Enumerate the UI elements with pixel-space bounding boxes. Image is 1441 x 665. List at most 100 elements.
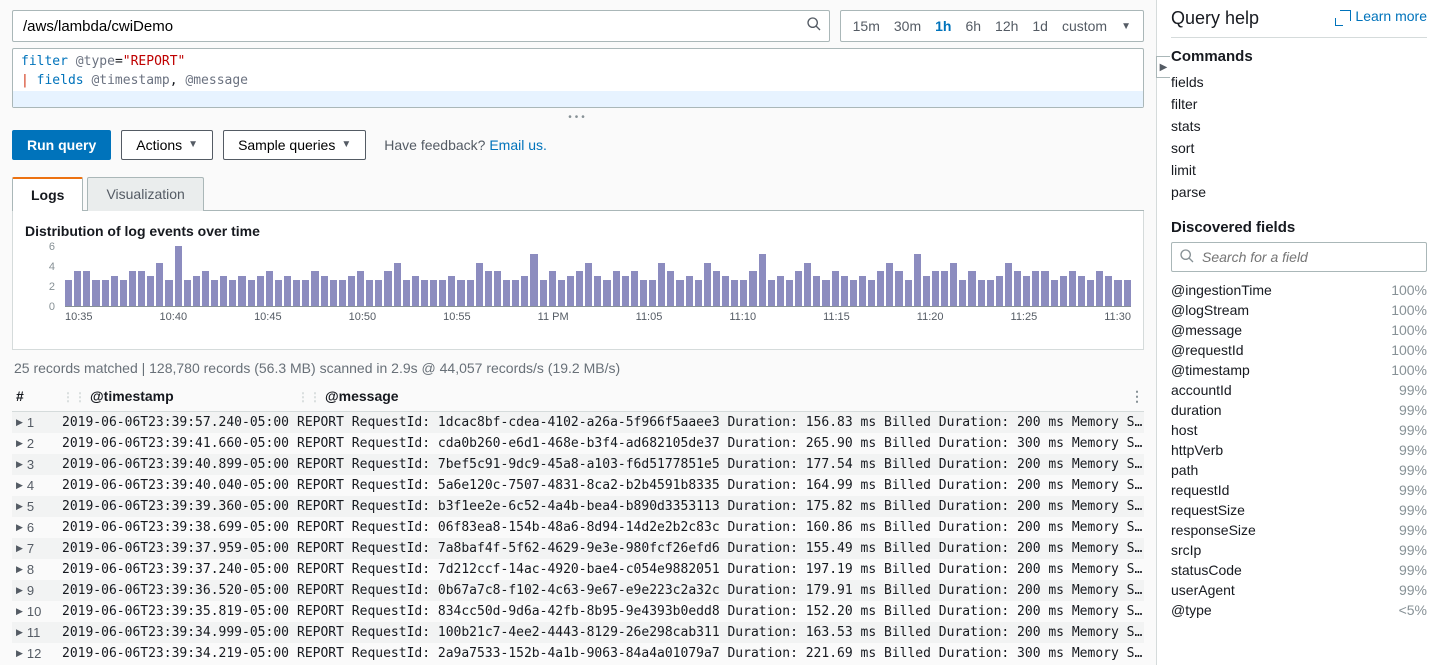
chart-bar[interactable] [996, 276, 1003, 306]
chart-bar[interactable] [622, 276, 629, 306]
chart-bar[interactable] [202, 271, 209, 305]
chart-bar[interactable] [832, 271, 839, 305]
chart-bar[interactable] [1005, 263, 1012, 306]
chart-bar[interactable] [321, 276, 328, 306]
col-header-index[interactable]: # [12, 388, 62, 404]
chart-bar[interactable] [476, 263, 483, 306]
chart-bar[interactable] [859, 276, 866, 306]
expand-row-icon[interactable]: ▶ [16, 648, 23, 659]
chart-bar[interactable] [339, 280, 346, 306]
chart-bar[interactable] [905, 280, 912, 306]
chart-bar[interactable] [704, 263, 711, 306]
chart-bar[interactable] [530, 254, 537, 305]
search-icon[interactable] [806, 16, 822, 35]
chart-bar[interactable] [165, 280, 172, 306]
discovered-field[interactable]: @timestamp100% [1171, 360, 1427, 380]
chart-bar[interactable] [576, 271, 583, 305]
chart-bar[interactable] [403, 280, 410, 306]
chart-bar[interactable] [1124, 280, 1131, 306]
chart-bar[interactable] [968, 271, 975, 305]
discovered-field[interactable]: @message100% [1171, 320, 1427, 340]
chart-bar[interactable] [1014, 271, 1021, 305]
chart-bar[interactable] [92, 280, 99, 306]
chart-bar[interactable] [877, 271, 884, 305]
chart-bar[interactable] [777, 276, 784, 306]
query-editor[interactable]: filter @type="REPORT" | fields @timestam… [12, 48, 1144, 108]
time-range-picker[interactable]: 15m30m1h6h12h1dcustom▼ [840, 10, 1144, 42]
table-row[interactable]: ▶ 32019-06-06T23:39:40.899-05:00REPORT R… [12, 454, 1144, 475]
chart-bar[interactable] [841, 276, 848, 306]
chart-bar[interactable] [731, 280, 738, 306]
chart-bar[interactable] [759, 254, 766, 305]
field-search[interactable] [1171, 242, 1427, 272]
discovered-field[interactable]: srcIp99% [1171, 540, 1427, 560]
panel-collapse-toggle[interactable]: ▶ [1156, 56, 1170, 78]
expand-row-icon[interactable]: ▶ [16, 564, 23, 575]
actions-button[interactable]: Actions ▼ [121, 130, 213, 160]
table-row[interactable]: ▶ 22019-06-06T23:39:41.660-05:00REPORT R… [12, 433, 1144, 454]
discovered-field[interactable]: accountId99% [1171, 380, 1427, 400]
field-search-input[interactable] [1171, 242, 1427, 272]
chart-bar[interactable] [375, 280, 382, 306]
chart-bar[interactable] [330, 280, 337, 306]
chart-bar[interactable] [1069, 271, 1076, 305]
chart-bar[interactable] [503, 280, 510, 306]
chart-bar[interactable] [467, 280, 474, 306]
tab-logs[interactable]: Logs [12, 177, 83, 211]
log-group-selector[interactable] [12, 10, 830, 42]
chart-bar[interactable] [1051, 280, 1058, 306]
chart-bar[interactable] [357, 271, 364, 305]
chart-bar[interactable] [211, 280, 218, 306]
time-option-custom[interactable]: custom [1058, 16, 1111, 36]
chart-bar[interactable] [813, 276, 820, 306]
chart-bar[interactable] [914, 254, 921, 305]
time-option-1d[interactable]: 1d [1028, 16, 1052, 36]
expand-row-icon[interactable]: ▶ [16, 543, 23, 554]
chart-bar[interactable] [886, 263, 893, 306]
expand-row-icon[interactable]: ▶ [16, 522, 23, 533]
log-group-input[interactable] [12, 10, 830, 42]
learn-more-link[interactable]: Learn more [1330, 8, 1427, 24]
chart-bar[interactable] [266, 271, 273, 305]
discovered-field[interactable]: httpVerb99% [1171, 440, 1427, 460]
chart-bar[interactable] [494, 271, 501, 305]
chart-bar[interactable] [512, 280, 519, 306]
chart-bar[interactable] [631, 271, 638, 305]
chart-bar[interactable] [549, 271, 556, 305]
chart-bar[interactable] [1096, 271, 1103, 305]
chart-bar[interactable] [156, 263, 163, 306]
chart-bar[interactable] [1087, 280, 1094, 306]
time-option-12h[interactable]: 12h [991, 16, 1022, 36]
discovered-field[interactable]: @logStream100% [1171, 300, 1427, 320]
table-row[interactable]: ▶ 82019-06-06T23:39:37.240-05:00REPORT R… [12, 559, 1144, 580]
table-row[interactable]: ▶ 62019-06-06T23:39:38.699-05:00REPORT R… [12, 517, 1144, 538]
time-option-6h[interactable]: 6h [961, 16, 985, 36]
chart-bar[interactable] [594, 276, 601, 306]
chart-bar[interactable] [932, 271, 939, 305]
discovered-field[interactable]: duration99% [1171, 400, 1427, 420]
chart-bar[interactable] [439, 280, 446, 306]
chart-bar[interactable] [941, 271, 948, 305]
discovered-field[interactable]: responseSize99% [1171, 520, 1427, 540]
chart-bar[interactable] [412, 276, 419, 306]
chart-bar[interactable] [1060, 276, 1067, 306]
chart-bar[interactable] [676, 280, 683, 306]
col-header-timestamp[interactable]: ⋮⋮@timestamp [62, 388, 297, 404]
chart-bar[interactable] [695, 280, 702, 306]
chart-bar[interactable] [129, 271, 136, 305]
expand-row-icon[interactable]: ▶ [16, 627, 23, 638]
chart-bar[interactable] [1078, 276, 1085, 306]
editor-resize-handle[interactable]: ••• [12, 112, 1144, 122]
tab-visualization[interactable]: Visualization [87, 177, 203, 211]
run-query-button[interactable]: Run query [12, 130, 111, 160]
chart-bar[interactable] [822, 280, 829, 306]
chart-bar[interactable] [987, 280, 994, 306]
expand-row-icon[interactable]: ▶ [16, 480, 23, 491]
expand-row-icon[interactable]: ▶ [16, 501, 23, 512]
table-row[interactable]: ▶ 92019-06-06T23:39:36.520-05:00REPORT R… [12, 580, 1144, 601]
chart-bar[interactable] [540, 280, 547, 306]
expand-row-icon[interactable]: ▶ [16, 438, 23, 449]
chart-bar[interactable] [585, 263, 592, 306]
chart-bar[interactable] [768, 280, 775, 306]
chart-bar[interactable] [366, 280, 373, 306]
